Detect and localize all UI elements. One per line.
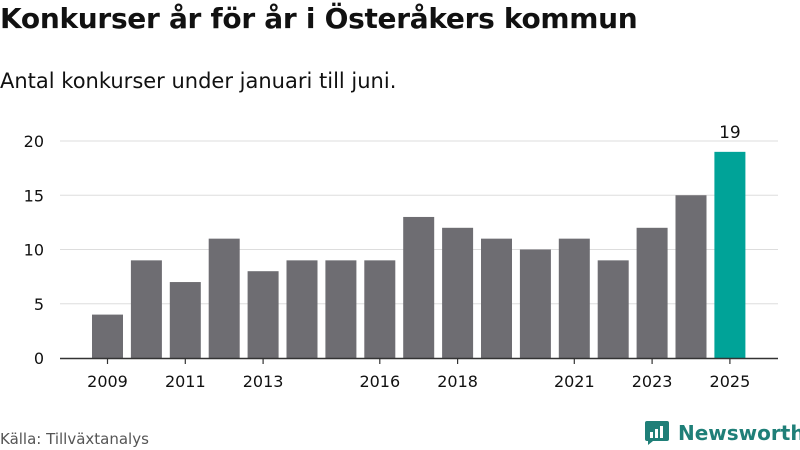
data-label: 19 <box>719 123 741 143</box>
bar <box>247 271 279 358</box>
chart-subtitle: Antal konkurser under januari till juni. <box>0 69 397 93</box>
bar <box>92 314 123 358</box>
bar <box>130 260 162 358</box>
x-tick-label: 2023 <box>632 372 673 391</box>
bar <box>558 238 590 358</box>
bar <box>325 260 357 358</box>
bar <box>286 260 318 358</box>
y-tick-label: 0 <box>34 349 44 368</box>
y-tick-label: 10 <box>24 241 44 260</box>
x-tick-label: 2013 <box>243 372 284 391</box>
y-tick-label: 15 <box>24 186 44 205</box>
brand-logo[interactable]: Newsworthy <box>644 420 800 446</box>
bar <box>364 260 396 358</box>
x-tick-label: 2018 <box>437 372 478 391</box>
x-tick-label: 2011 <box>165 372 206 391</box>
chart-title: Konkurser år för år i Österåkers kommun <box>0 2 638 35</box>
bar <box>519 249 551 358</box>
bar-highlight <box>714 151 746 358</box>
bar <box>169 282 201 358</box>
bar <box>442 227 474 358</box>
x-tick-label: 2025 <box>710 372 751 391</box>
y-tick-label: 5 <box>34 295 44 314</box>
bar <box>481 238 512 358</box>
newsworthy-logo-icon <box>645 421 669 445</box>
bar <box>403 216 435 358</box>
x-tick-label: 2021 <box>554 372 595 391</box>
x-tick-label: 2016 <box>359 372 400 391</box>
x-tick-label: 2009 <box>87 372 128 391</box>
bar <box>636 227 668 358</box>
brand-name: Newsworthy <box>678 421 800 445</box>
source-note: Källa: Tillväxtanalys <box>0 430 149 448</box>
bar <box>675 195 707 358</box>
y-tick-label: 20 <box>24 132 44 151</box>
bar <box>597 260 629 358</box>
bar <box>208 238 240 358</box>
